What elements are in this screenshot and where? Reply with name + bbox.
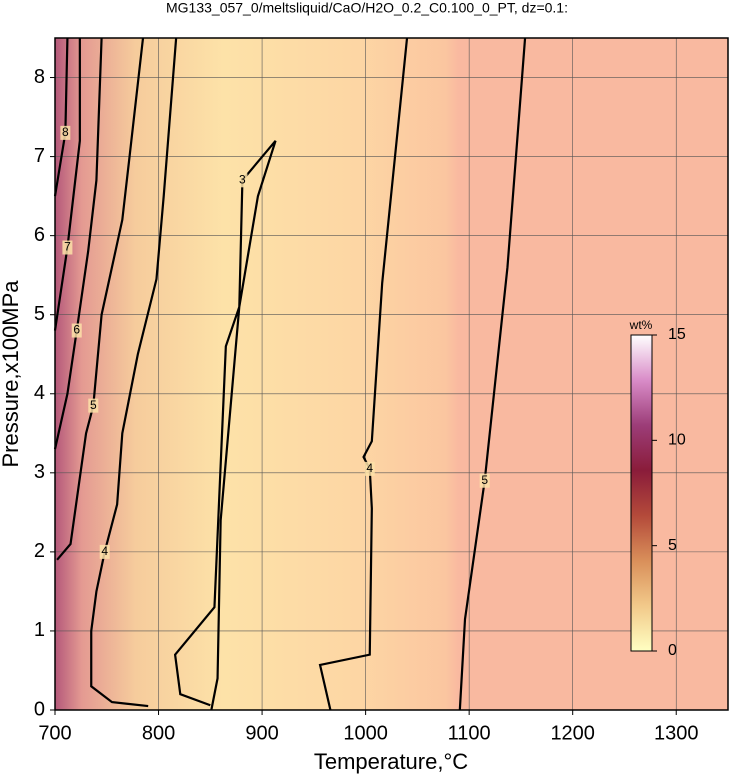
y-tick-label: 6 [34, 224, 45, 246]
contour-label: 5 [481, 473, 488, 487]
contour-label-bg [62, 240, 73, 255]
y-tick-label: 7 [34, 145, 45, 167]
contour-label: 8 [62, 125, 69, 139]
contour-label: 3 [239, 172, 246, 186]
x-tick-label: 1100 [448, 722, 491, 744]
x-tick-label: 900 [245, 722, 278, 744]
contour-label-bg [237, 173, 248, 188]
colorbar-label: wt% [629, 318, 653, 332]
contour-label-bg [479, 473, 490, 488]
colorbar-tick-label: 15 [668, 326, 686, 343]
contour-line [90, 37, 178, 708]
y-tick-label: 4 [34, 382, 45, 404]
contour-label-bg [99, 544, 110, 559]
contour-label: 5 [90, 398, 97, 412]
contour-label: 4 [101, 544, 108, 558]
contour-line [53, 37, 103, 450]
y-tick-label: 1 [34, 619, 45, 641]
chart-title: MG133_057_0/meltsliquid/CaO/H2O_0.2_C0.1… [166, 0, 568, 16]
colorbar-tick-label: 0 [668, 642, 677, 659]
y-tick-label: 2 [34, 540, 45, 562]
x-tick-label: 700 [38, 722, 71, 744]
y-tick-label: 3 [34, 461, 45, 483]
contour-line [56, 37, 145, 561]
contour-line [53, 38, 81, 331]
x-tick-label: 1000 [343, 722, 388, 744]
y-tick-label: 8 [34, 66, 45, 88]
x-tick-label: 800 [142, 722, 175, 744]
y-tick-label: 0 [34, 698, 45, 720]
contour-label: 6 [73, 323, 80, 337]
contour-label: 7 [64, 240, 71, 254]
colorbar [630, 334, 653, 652]
x-tick-label: 1200 [550, 722, 595, 744]
colorbar-tick-label: 10 [668, 432, 686, 449]
x-tick-label: 1300 [654, 722, 699, 744]
x-axis-label: Temperature,°C [314, 749, 468, 774]
y-axis-label: Pressure,x100MPa [0, 280, 23, 468]
plot-frame [54, 37, 729, 711]
y-tick-label: 5 [34, 303, 45, 325]
contour-label-bg [88, 398, 99, 413]
contour-label: 4 [366, 461, 373, 475]
contour-label-bg [71, 323, 82, 338]
contour-label-bg [60, 125, 71, 140]
contour-label-bg [364, 461, 375, 476]
colorbar-tick-label: 5 [668, 537, 677, 554]
plot-background [55, 38, 728, 710]
